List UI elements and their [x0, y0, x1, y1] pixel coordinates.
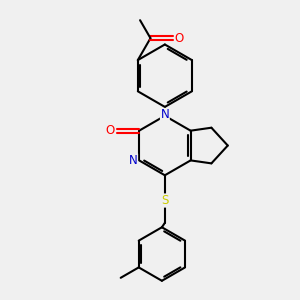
Text: N: N: [129, 154, 138, 167]
Text: N: N: [160, 108, 169, 122]
Text: O: O: [175, 32, 184, 45]
Text: O: O: [106, 124, 115, 137]
Text: S: S: [161, 194, 169, 207]
